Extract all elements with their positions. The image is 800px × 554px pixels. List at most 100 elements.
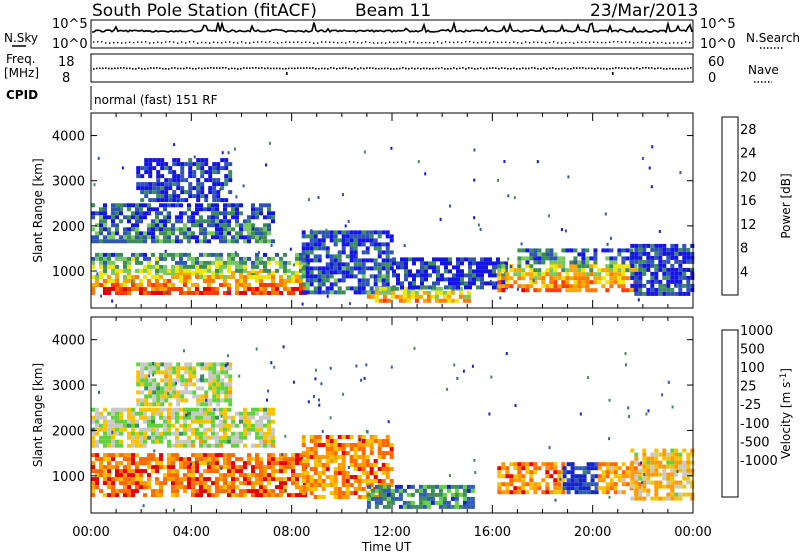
velocity-cell [91, 407, 95, 412]
power-cell [115, 211, 119, 216]
power-cell [492, 285, 496, 290]
velocity-cell [235, 435, 239, 440]
velocity-cell [143, 461, 147, 466]
velocity-cell [259, 473, 263, 478]
power-cell [247, 283, 251, 287]
power-cell [207, 223, 211, 228]
power-cell [420, 265, 424, 270]
power-cell [305, 246, 310, 251]
velocity-cell [175, 457, 179, 462]
power-cell [381, 250, 386, 255]
power-cell [223, 215, 227, 220]
power-cell [353, 266, 358, 271]
power-cell [176, 174, 181, 179]
power-cell [216, 190, 221, 195]
power-cell [366, 294, 371, 299]
velocity-cell [267, 477, 271, 482]
velocity-cell [176, 374, 181, 379]
power-cell [392, 257, 396, 262]
power-cell [565, 268, 570, 273]
velocity-cell [164, 374, 169, 379]
power-cell [416, 269, 420, 274]
power-cell [147, 235, 151, 240]
power-cell [147, 283, 151, 287]
power-cell [207, 239, 211, 244]
velocity-cell [148, 362, 153, 367]
velocity-cell [259, 431, 263, 436]
velocity-cell [247, 477, 251, 482]
velocity-cell [279, 489, 283, 494]
power-cell [299, 283, 303, 287]
velocity-cell [361, 455, 366, 459]
power-cell [163, 252, 167, 257]
freq-point [171, 67, 173, 69]
velocity-cell [446, 488, 451, 493]
power-cell [589, 264, 594, 269]
freq-point [294, 67, 296, 70]
velocity-cell [216, 398, 221, 403]
velocity-cell [144, 378, 149, 383]
velocity-cell [115, 469, 119, 474]
velocity-cell [91, 439, 95, 444]
velocity-speckle [647, 409, 650, 413]
velocity-cell [219, 419, 223, 424]
velocity-cell [223, 481, 227, 486]
power-cell [650, 287, 655, 292]
freq-point [219, 67, 221, 69]
velocity-speckle [627, 406, 630, 410]
velocity-cell [513, 466, 518, 471]
velocity-ytick-label: 2000 [52, 424, 85, 439]
velocity-cell [638, 476, 643, 481]
power-cell [107, 235, 111, 240]
power-cell [337, 254, 342, 259]
velocity-speckle [640, 461, 643, 465]
velocity-cell [184, 386, 189, 391]
power-cell [438, 286, 443, 291]
velocity-cell [91, 435, 95, 440]
velocity-cell [143, 469, 147, 474]
power-cell [605, 264, 610, 269]
power-cell [662, 275, 667, 280]
velocity-cell [329, 479, 334, 483]
velocity-cell [430, 488, 435, 493]
velocity-cell [283, 461, 287, 466]
velocity-cell [601, 462, 606, 467]
velocity-cell [251, 407, 255, 412]
power-cell [164, 198, 169, 203]
velocity-cell [313, 447, 318, 451]
velocity-cell [373, 475, 378, 479]
power-speckle [473, 216, 476, 220]
velocity-cell [155, 427, 159, 432]
freq-point [648, 67, 650, 69]
velocity-speckle [284, 434, 287, 438]
velocity-cell [545, 486, 550, 491]
velocity-cell [309, 455, 314, 459]
nsearch-point [173, 41, 175, 43]
power-cell [267, 256, 271, 261]
velocity-cell [505, 474, 510, 479]
velocity-cell [107, 427, 111, 432]
power-cell [164, 194, 169, 199]
nsearch-point [553, 41, 555, 43]
power-cell [223, 227, 227, 232]
velocity-cell [517, 466, 522, 471]
velocity-cell [243, 419, 247, 424]
velocity-cell [541, 490, 546, 495]
velocity-cell [521, 478, 526, 483]
power-cell [521, 284, 526, 289]
freq-point [441, 67, 443, 69]
power-cell [167, 252, 171, 257]
power-cell [99, 260, 103, 265]
power-cell [385, 242, 390, 247]
power-cell [537, 256, 542, 261]
power-cell [333, 234, 338, 239]
power-cell [127, 227, 131, 232]
velocity-cell [654, 472, 659, 477]
power-cell [329, 234, 334, 239]
power-cell [404, 277, 408, 282]
power-cell [412, 257, 416, 262]
power-cell [553, 288, 558, 293]
power-cell [159, 283, 163, 287]
power-cell [91, 215, 95, 220]
power-cell [127, 264, 131, 269]
